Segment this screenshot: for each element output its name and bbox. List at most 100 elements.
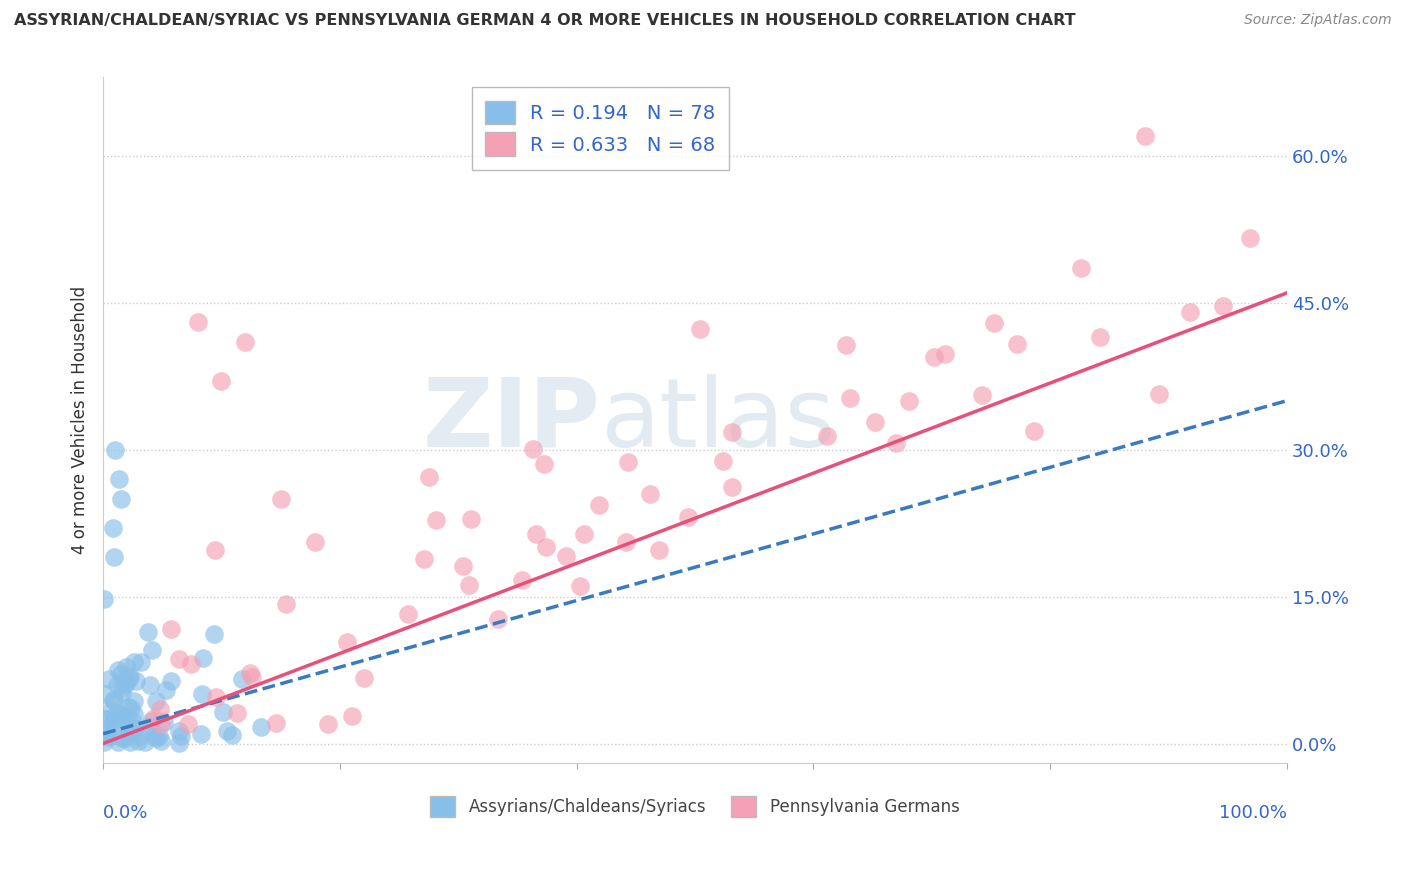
Point <box>1239 231 1261 245</box>
Point <box>239 665 262 680</box>
Point <box>142 711 165 725</box>
Point <box>103 550 125 565</box>
Point <box>104 442 127 457</box>
Text: atlas: atlas <box>600 374 835 467</box>
Point <box>934 347 956 361</box>
Point <box>129 729 152 743</box>
Point <box>460 512 482 526</box>
Point <box>835 338 858 352</box>
Point <box>1178 305 1201 319</box>
Point <box>117 699 139 714</box>
Point <box>191 651 214 665</box>
Point <box>458 578 481 592</box>
Point <box>127 734 149 748</box>
Point <box>114 674 136 689</box>
Point <box>340 709 363 723</box>
Point <box>139 714 162 728</box>
Point <box>107 472 129 486</box>
Point <box>522 442 544 457</box>
Point <box>96 730 118 744</box>
Point <box>150 717 173 731</box>
Point <box>1005 336 1028 351</box>
Point <box>103 711 125 725</box>
Point <box>720 425 742 439</box>
Point <box>231 672 253 686</box>
Point <box>648 543 671 558</box>
Point <box>617 455 640 469</box>
Point <box>122 655 145 669</box>
Point <box>122 694 145 708</box>
Point <box>250 720 273 734</box>
Point <box>191 687 214 701</box>
Point <box>110 491 132 506</box>
Point <box>205 690 228 704</box>
Point <box>638 487 661 501</box>
Point <box>569 578 592 592</box>
Point <box>98 731 121 745</box>
Point <box>983 316 1005 330</box>
Point <box>129 655 152 669</box>
Point <box>111 685 134 699</box>
Point <box>101 714 124 729</box>
Point <box>225 706 247 720</box>
Point <box>1090 330 1112 344</box>
Point <box>93 591 115 606</box>
Point <box>572 527 595 541</box>
Point <box>815 429 838 443</box>
Point <box>143 729 166 743</box>
Point <box>169 723 191 738</box>
Point <box>353 672 375 686</box>
Point <box>124 721 146 735</box>
Point <box>136 625 159 640</box>
Point <box>96 712 118 726</box>
Point <box>141 642 163 657</box>
Point <box>118 669 141 683</box>
Point <box>111 681 134 695</box>
Point <box>105 677 128 691</box>
Point <box>898 394 921 409</box>
Point <box>118 735 141 749</box>
Text: ASSYRIAN/CHALDEAN/SYRIAC VS PENNSYLVANIA GERMAN 4 OR MORE VEHICLES IN HOUSEHOLD : ASSYRIAN/CHALDEAN/SYRIAC VS PENNSYLVANIA… <box>14 13 1076 29</box>
Point <box>167 735 190 749</box>
Point <box>96 723 118 738</box>
Point <box>922 350 945 364</box>
Point <box>425 513 447 527</box>
Point <box>588 498 610 512</box>
Point <box>970 388 993 402</box>
Point <box>221 728 243 742</box>
Point <box>118 671 141 685</box>
Point <box>304 535 326 549</box>
Point <box>678 510 700 524</box>
Point <box>125 674 148 689</box>
Point <box>242 670 264 684</box>
Point <box>93 735 115 749</box>
Point <box>554 549 576 563</box>
Point <box>711 454 734 468</box>
Point <box>149 733 172 747</box>
Text: Source: ZipAtlas.com: Source: ZipAtlas.com <box>1244 13 1392 28</box>
Text: ZIP: ZIP <box>422 374 600 467</box>
Point <box>117 726 139 740</box>
Point <box>884 436 907 450</box>
Point <box>103 694 125 708</box>
Point <box>170 730 193 744</box>
Point <box>335 635 357 649</box>
Point <box>526 527 548 541</box>
Point <box>721 480 744 494</box>
Point <box>865 415 887 429</box>
Point <box>148 729 170 743</box>
Point <box>534 541 557 555</box>
Point <box>152 715 174 730</box>
Point <box>838 391 860 405</box>
Point <box>614 535 637 549</box>
Point <box>202 627 225 641</box>
Point <box>107 735 129 749</box>
Point <box>451 559 474 574</box>
Point <box>114 731 136 745</box>
Point <box>115 677 138 691</box>
Point <box>107 664 129 678</box>
Point <box>270 491 292 506</box>
Point <box>689 322 711 336</box>
Point <box>107 712 129 726</box>
Point <box>1024 424 1046 438</box>
